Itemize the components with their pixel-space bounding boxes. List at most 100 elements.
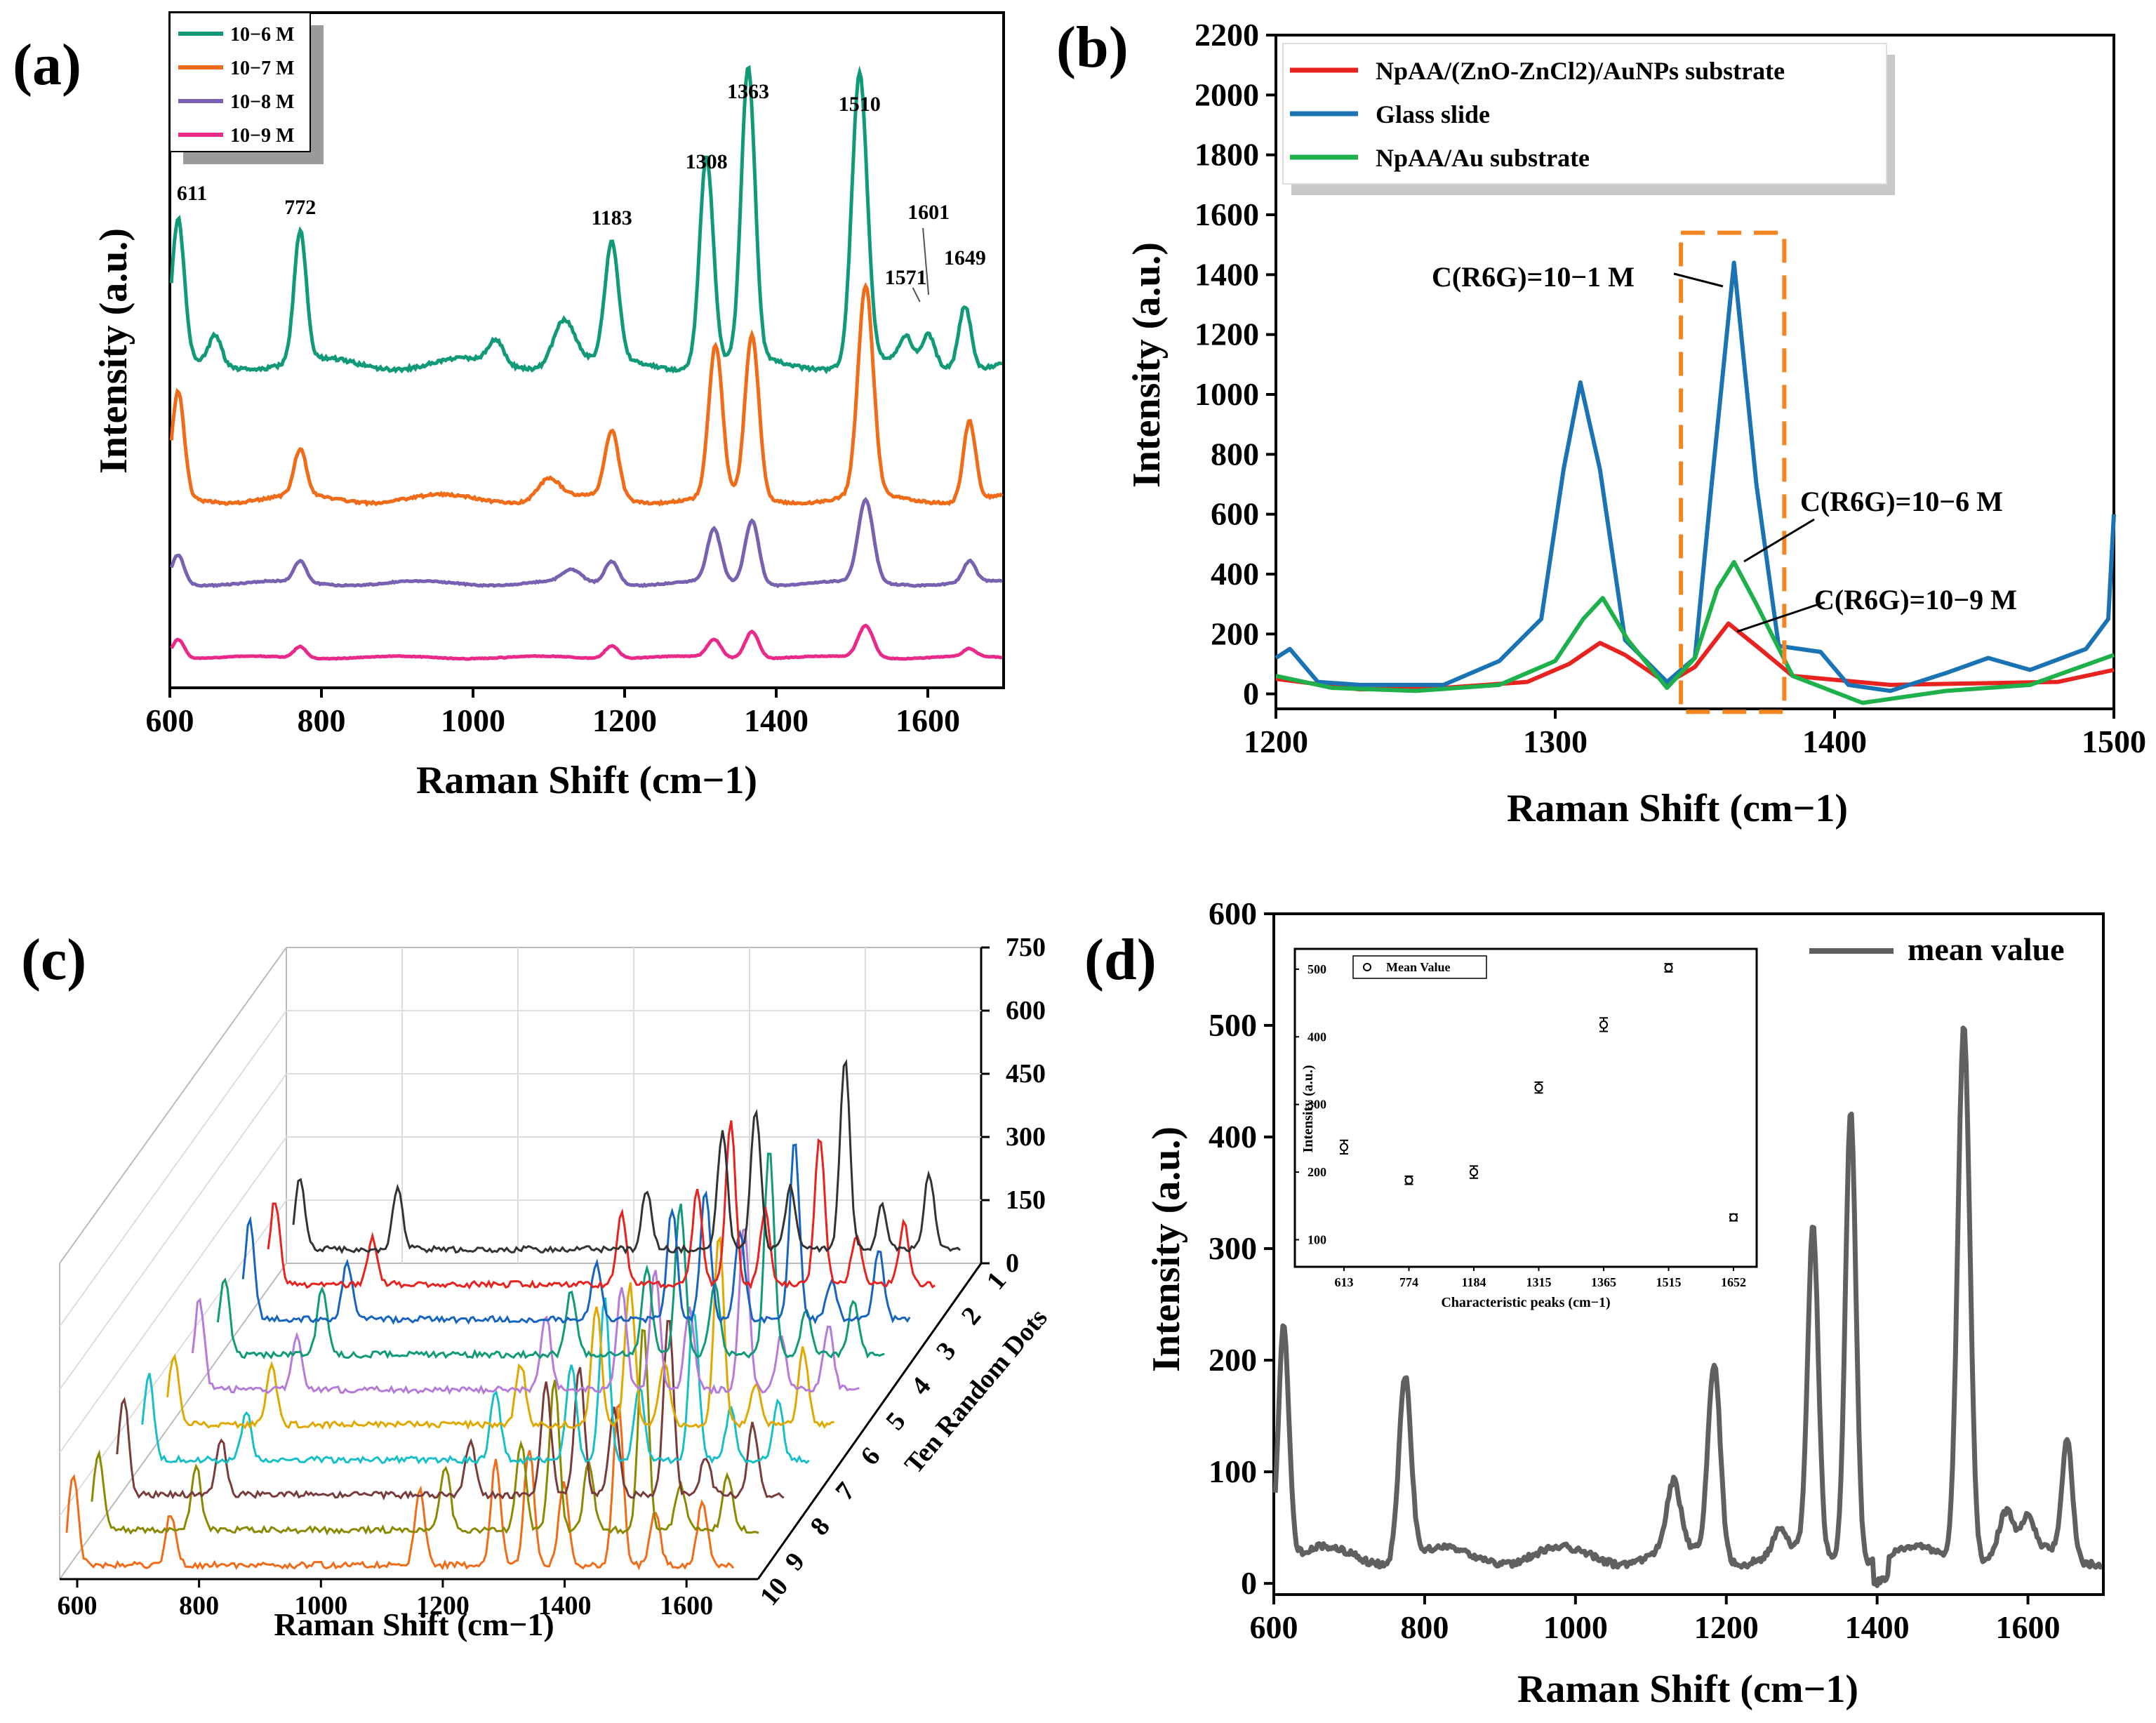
annotation-2: C(R6G)=10−9 M: [1814, 584, 2017, 616]
panel-b: (b) 1200 1300 1400 1500 0 200 400 600 800 1000 12…: [1056, 15, 2146, 830]
panel-c-x-ticks: 600 800 1000 1200 1400 1600: [58, 1579, 713, 1621]
series-2-line: [169, 497, 1003, 589]
dot-10-line: [65, 1402, 735, 1571]
panel-b-y-ticks: 0 200 400 600 800 1000 1200 1400 1600 1800 2000 220…: [1195, 17, 1276, 712]
panel-a-y-title: Intensity (a.u.): [92, 228, 135, 474]
panel-d-frame: [1272, 912, 2105, 1596]
y-tick-label-5: 750: [1006, 933, 1046, 962]
inset-y-tick-label-4: 500: [1307, 962, 1326, 976]
legend-box: [1282, 43, 1887, 185]
dot-6-line: [166, 1235, 834, 1430]
z-tick-label-1: 2: [956, 1301, 987, 1331]
y-tick-label-3: 300: [1209, 1230, 1257, 1266]
panel-d-y-title: Intensity (a.u.): [1145, 1126, 1188, 1372]
y-tick-label-10: 2000: [1195, 76, 1259, 112]
inset-y-tick-label-0: 100: [1307, 1232, 1326, 1246]
panel-c-label: (c): [21, 927, 86, 992]
legend-label-3: 10−9 M: [230, 125, 294, 147]
mean-value-line: [1272, 1025, 2103, 1588]
x-tick-label-4: 1400: [538, 1591, 592, 1621]
y-tick-label-6: 1200: [1195, 317, 1259, 352]
y-tick-label-0: 0: [1241, 1565, 1257, 1601]
y-tick-label-2: 300: [1006, 1122, 1046, 1152]
legend-label-2: NpAA/Au substrate: [1376, 144, 1590, 172]
panel-b-label: (b): [1056, 15, 1129, 80]
z-tick-label-6: 7: [830, 1477, 860, 1506]
x-tick-label-5: 1600: [1996, 1609, 2061, 1645]
y-tick-label-4: 800: [1211, 436, 1259, 472]
dot-7-line: [141, 1297, 810, 1465]
legend-label-2: 10−8 M: [230, 91, 294, 113]
y-tick-label-1: 200: [1211, 616, 1259, 651]
y-tick-label-8: 1600: [1195, 197, 1259, 232]
inset-frame: [1293, 947, 1758, 1268]
series-0-line: [169, 65, 1003, 375]
x-tick-label-2: 1000: [441, 703, 505, 738]
y-tick-label-2: 200: [1209, 1342, 1257, 1378]
dot-2-line: [267, 1120, 936, 1290]
inset-x-tick-label-4: 1365: [1591, 1275, 1616, 1289]
y-tick-label-5: 500: [1209, 1007, 1257, 1043]
x-tick-label-5: 1600: [660, 1591, 713, 1621]
side-hgrid-4: [59, 1010, 287, 1327]
z-tick-label-8: 9: [780, 1547, 811, 1576]
z-tick-label-7: 8: [804, 1512, 835, 1541]
y-tick-label-0: 0: [1006, 1249, 1019, 1278]
panel-d: (d) 600 800 1000 1200 1400 1600 0 100 200 300 400…: [1084, 896, 2105, 1711]
dot-4-line: [216, 1152, 885, 1359]
x-tick-label-0: 600: [58, 1591, 98, 1621]
x-tick-label-3: 1500: [2082, 724, 2146, 759]
peak-label-1601: 1601: [907, 201, 950, 224]
y-tick-label-0: 0: [1243, 676, 1259, 712]
side-bottom: [59, 1263, 287, 1580]
legend-label-1: 10−7 M: [230, 58, 294, 79]
panel-c-x-title: Raman Shift (cm−1): [274, 1606, 554, 1642]
panel-b-x-ticks: 1200 1300 1400 1500: [1244, 709, 2146, 759]
panel-b-annotations: C(R6G)=10−1 M C(R6G)=10−6 M C(R6G)=10−9 …: [1432, 261, 2017, 633]
x-tick-label-0: 600: [146, 703, 194, 738]
side-hgrid-3: [59, 1073, 287, 1390]
annotation-0-pointer: [1673, 272, 1724, 288]
inset-y-tick-label-1: 200: [1307, 1165, 1326, 1179]
x-tick-label-2: 1000: [1543, 1609, 1608, 1645]
z-tick-label-3: 4: [905, 1371, 936, 1401]
inset-legend-marker: [1363, 963, 1371, 971]
series-1-line: [169, 281, 1004, 507]
inset-legend-box: [1352, 955, 1487, 979]
dot-9-line: [91, 1329, 759, 1536]
series-2-line: [1275, 559, 2115, 705]
panel-b-frame: [1275, 34, 2115, 710]
x-tick-label-1: 800: [1400, 1609, 1449, 1645]
panel-a-peak-labels: 611 772 1183 1308 1363 1510 1571 1601 1649: [177, 80, 986, 302]
inset-y-tick-label-3: 400: [1307, 1030, 1326, 1044]
peak-1571-pointer: [912, 287, 921, 302]
y-tick-label-5: 1000: [1195, 376, 1259, 412]
dot-5-line: [191, 1228, 860, 1395]
panel-d-x-ticks: 600 800 1000 1200 1400 1600: [1250, 1595, 2061, 1645]
point-1184: [1470, 1168, 1478, 1177]
peak-label-1571: 1571: [885, 266, 927, 289]
inset-chart: 613 774 1184 1315 1365 1515 1652 100 200 300 400 5…: [1293, 947, 1758, 1310]
side-top: [59, 947, 287, 1264]
x-tick-label-0: 600: [1250, 1609, 1298, 1645]
inset-legend-label: Mean Value: [1386, 960, 1451, 974]
inset-x-tick-label-2: 1184: [1461, 1275, 1486, 1289]
y-tick-label-7: 1400: [1195, 256, 1259, 292]
panel-a-legend: 10−6 M 10−7 M 10−8 M 10−9 M: [169, 12, 324, 164]
x-tick-label-3: 1200: [416, 1591, 470, 1621]
panel-a-label: (a): [13, 32, 81, 98]
side-hgrid-2: [59, 1136, 287, 1453]
panel-a-x-ticks: 600 800 1000 1200 1400 1600: [146, 688, 960, 738]
z-axis: [757, 1263, 983, 1580]
dot-1-line: [292, 1058, 961, 1255]
y-tick-label-9: 1800: [1195, 137, 1259, 173]
peak-label-772: 772: [284, 196, 316, 219]
legend-label: mean value: [1908, 931, 2065, 967]
y-tick-label-6: 600: [1209, 896, 1257, 931]
x-tick-label-2: 1000: [294, 1591, 347, 1621]
point-1515: [1664, 963, 1673, 972]
x-tick-label-2: 1400: [1802, 724, 1867, 759]
y-tick-label-3: 450: [1006, 1059, 1046, 1089]
series-3-line: [170, 623, 1002, 661]
